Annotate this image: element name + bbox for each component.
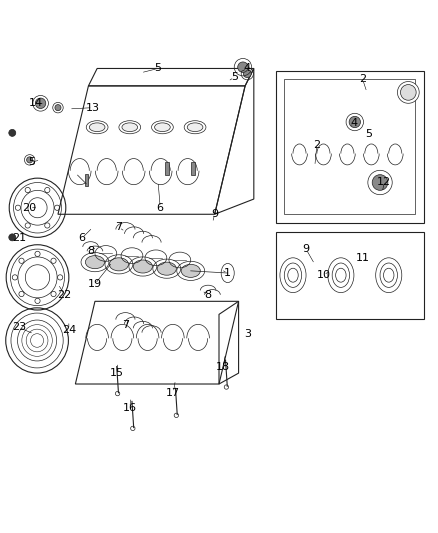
Ellipse shape [110, 258, 128, 271]
Bar [165, 162, 169, 175]
Ellipse shape [238, 62, 248, 72]
Text: 3: 3 [244, 329, 251, 339]
Ellipse shape [55, 104, 61, 111]
Text: 12: 12 [377, 176, 392, 187]
Text: 20: 20 [23, 203, 37, 213]
Text: 15: 15 [110, 368, 124, 378]
Text: 22: 22 [57, 290, 72, 300]
Ellipse shape [372, 175, 388, 190]
Text: 8: 8 [87, 246, 94, 256]
Ellipse shape [85, 256, 105, 269]
Text: 4: 4 [244, 63, 251, 74]
Text: 2: 2 [359, 75, 366, 84]
Text: 14: 14 [29, 98, 43, 108]
Text: 2: 2 [313, 140, 321, 150]
Text: 5: 5 [28, 157, 35, 167]
Ellipse shape [397, 82, 419, 103]
Bar [276, 232, 424, 319]
Text: 5: 5 [366, 129, 373, 139]
Text: 23: 23 [12, 322, 26, 333]
Bar [85, 174, 88, 186]
Ellipse shape [9, 130, 16, 136]
Text: 19: 19 [88, 279, 102, 289]
Ellipse shape [9, 234, 16, 241]
Ellipse shape [155, 123, 170, 132]
Bar [276, 71, 424, 223]
Ellipse shape [400, 85, 416, 100]
Text: 9: 9 [211, 209, 218, 219]
Text: 1: 1 [224, 268, 231, 278]
Ellipse shape [133, 260, 152, 273]
Text: 7: 7 [115, 222, 123, 232]
Ellipse shape [89, 123, 105, 132]
Bar [284, 79, 415, 214]
Text: 9: 9 [303, 244, 310, 254]
Text: 5: 5 [231, 72, 238, 82]
Ellipse shape [349, 116, 360, 128]
Bar [191, 162, 194, 175]
Text: 5: 5 [155, 63, 162, 74]
Text: 7: 7 [122, 320, 129, 330]
Text: 10: 10 [316, 270, 330, 280]
Ellipse shape [244, 70, 251, 78]
Text: 11: 11 [356, 253, 370, 263]
Ellipse shape [181, 264, 200, 277]
Text: 6: 6 [157, 203, 164, 213]
Text: 16: 16 [123, 403, 137, 413]
Text: 6: 6 [78, 233, 85, 243]
Ellipse shape [157, 262, 177, 275]
Ellipse shape [187, 123, 203, 132]
Text: 18: 18 [216, 361, 230, 372]
Ellipse shape [122, 123, 138, 132]
Text: 24: 24 [62, 325, 76, 335]
Text: 13: 13 [86, 103, 100, 112]
Text: 21: 21 [12, 233, 26, 243]
Text: 17: 17 [166, 387, 180, 398]
Text: 8: 8 [205, 290, 212, 300]
Ellipse shape [35, 98, 46, 109]
Ellipse shape [27, 157, 33, 163]
Text: 4: 4 [350, 118, 357, 128]
